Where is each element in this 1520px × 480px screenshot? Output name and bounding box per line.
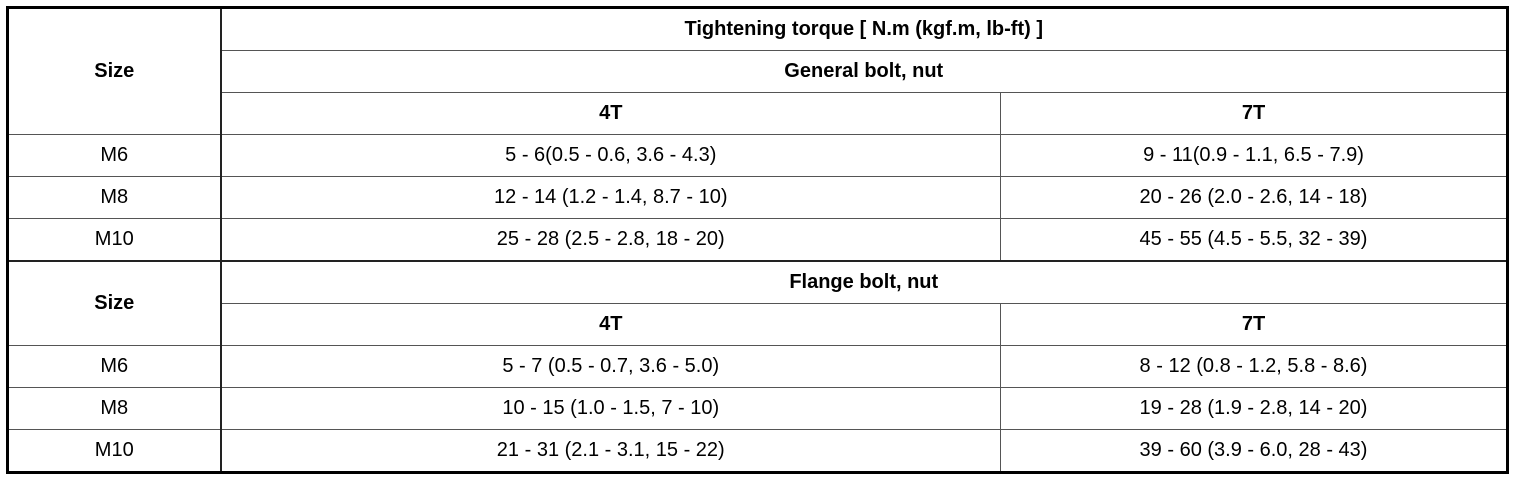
table-row: 4T 7T bbox=[8, 92, 1508, 135]
table-row: M10 21 - 31 (2.1 - 3.1, 15 - 22) 39 - 60 (… bbox=[7, 429, 1508, 473]
table-row: M8 12 - 14 (1.2 - 1.4, 8.7 - 10) 20 - 26 (… bbox=[7, 176, 1508, 219]
size-cell: M6 bbox=[7, 345, 222, 388]
torque-cell: 5 - 7 (0.5 - 0.7, 3.6 - 5.0) bbox=[220, 345, 1001, 388]
table-row: M10 25 - 28 (2.5 - 2.8, 18 - 20) 45 - 55 (… bbox=[7, 218, 1508, 262]
torque-cell: 5 - 6(0.5 - 0.6, 3.6 - 4.3) bbox=[220, 134, 1001, 177]
table-row: Size Flange bolt, nut bbox=[7, 260, 1508, 346]
column-header: 7T bbox=[1000, 303, 1508, 346]
torque-cell: 9 - 11(0.9 - 1.1, 6.5 - 7.9) bbox=[1000, 134, 1508, 177]
table-row: General bolt, nut bbox=[8, 50, 1508, 93]
torque-cell: 8 - 12 (0.8 - 1.2, 5.8 - 8.6) bbox=[1000, 345, 1508, 388]
table-row: M8 10 - 15 (1.0 - 1.5, 7 - 10) 19 - 28 (1.… bbox=[7, 387, 1508, 430]
size-header: Size bbox=[7, 260, 222, 346]
torque-cell: 21 - 31 (2.1 - 3.1, 15 - 22) bbox=[220, 429, 1001, 473]
table-row: M6 5 - 6(0.5 - 0.6, 3.6 - 4.3) 9 - 11(0.9 … bbox=[7, 134, 1508, 177]
torque-table: Size Tightening torque [ N.m (kgf.m, lb-f… bbox=[6, 6, 1509, 474]
size-cell: M8 bbox=[7, 176, 222, 219]
section-name: General bolt, nut bbox=[220, 50, 1508, 93]
table-row: Size Tightening torque [ N.m (kgf.m, lb-f… bbox=[7, 7, 1508, 135]
table-row: 4T 7T bbox=[8, 303, 1508, 346]
table-body: Size Tightening torque [ N.m (kgf.m, lb-f… bbox=[7, 7, 1508, 473]
size-cell: M10 bbox=[7, 218, 222, 262]
table-row: M6 5 - 7 (0.5 - 0.7, 3.6 - 5.0) 8 - 12 (0.… bbox=[7, 345, 1508, 388]
torque-cell: 12 - 14 (1.2 - 1.4, 8.7 - 10) bbox=[220, 176, 1001, 219]
torque-cell: 45 - 55 (4.5 - 5.5, 32 - 39) bbox=[1000, 218, 1508, 262]
size-cell: M10 bbox=[7, 429, 222, 473]
torque-cell: 20 - 26 (2.0 - 2.6, 14 - 18) bbox=[1000, 176, 1508, 219]
table-title: Tightening torque [ N.m (kgf.m, lb-ft) ] bbox=[220, 7, 1508, 51]
torque-cell: 10 - 15 (1.0 - 1.5, 7 - 10) bbox=[220, 387, 1001, 430]
size-cell: M8 bbox=[7, 387, 222, 430]
column-header: 4T bbox=[220, 303, 1001, 346]
size-cell: M6 bbox=[7, 134, 222, 177]
torque-cell: 39 - 60 (3.9 - 6.0, 28 - 43) bbox=[1000, 429, 1508, 473]
torque-cell: 19 - 28 (1.9 - 2.8, 14 - 20) bbox=[1000, 387, 1508, 430]
torque-cell: 25 - 28 (2.5 - 2.8, 18 - 20) bbox=[220, 218, 1001, 262]
section-name: Flange bolt, nut bbox=[220, 260, 1508, 304]
column-header: 4T bbox=[220, 92, 1001, 135]
size-header: Size bbox=[7, 7, 222, 135]
column-header: 7T bbox=[1000, 92, 1508, 135]
